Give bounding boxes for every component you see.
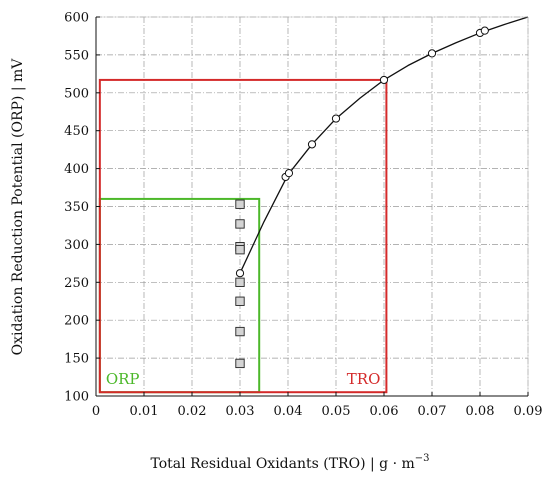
circle-point (235, 269, 245, 278)
square-point (235, 277, 245, 287)
y-tick-label: 300 (64, 238, 89, 253)
x-axis-title-superscript: −3 (415, 453, 430, 464)
x-tick-label: 0.08 (466, 404, 495, 419)
circle-point (331, 114, 341, 123)
x-tick-labels: 0 0.01 0.02 0.03 0.04 0.05 0.06 0.07 0.08 0.09 (92, 404, 543, 419)
box-label-tro: TRO (347, 370, 381, 388)
y-tick-label: 200 (64, 314, 89, 329)
y-axis-title: Oxidation Reduction Potential (ORP) | mV (10, 58, 26, 356)
square-point (235, 219, 245, 229)
y-tick-label: 550 (64, 48, 89, 63)
square-point (235, 245, 245, 255)
threshold-boxes: ORP TRO (98, 78, 388, 394)
y-tick-label: 150 (64, 352, 89, 367)
x-tick-label: 0.07 (418, 404, 447, 419)
x-tick-label: 0.09 (514, 404, 543, 419)
x-tick-label: 0.04 (274, 404, 303, 419)
x-axis-title-text: Total Residual Oxidants (TRO) | g · m (151, 456, 415, 472)
grid (95, 16, 529, 397)
box-tro (98, 78, 388, 394)
y-tick-label: 500 (64, 86, 89, 101)
x-tick-label: 0.05 (322, 404, 351, 419)
y-tick-label: 400 (64, 162, 89, 177)
box-label-orp: ORP (106, 370, 140, 388)
square-point (235, 296, 245, 306)
box-orp (98, 197, 261, 394)
data-points (235, 26, 489, 369)
x-tick-label: 0.01 (130, 404, 159, 419)
y-tick-label: 250 (64, 276, 89, 291)
x-tick-label: 0.02 (178, 404, 207, 419)
plot-frame (95, 16, 529, 397)
x-tick-label: 0.03 (226, 404, 255, 419)
circle-point (379, 75, 389, 85)
x-tick-label: 0 (92, 404, 100, 419)
circle-point (480, 26, 489, 35)
square-point (235, 199, 245, 209)
y-tick-label: 100 (64, 390, 89, 405)
square-point (235, 326, 245, 337)
circle-point (284, 169, 294, 178)
circle-point (307, 140, 317, 149)
circle-point (427, 49, 437, 58)
y-tick-labels: 100 150 200 250 300 350 400 450 500 550 600 (64, 11, 89, 405)
x-tick-label: 0.06 (370, 404, 399, 419)
y-tick-label: 450 (64, 124, 89, 139)
y-tick-label: 350 (64, 200, 89, 215)
x-axis-title: Total Residual Oxidants (TRO) | g · m−3 (151, 453, 430, 472)
square-point (235, 358, 245, 369)
y-tick-label: 600 (64, 11, 89, 26)
